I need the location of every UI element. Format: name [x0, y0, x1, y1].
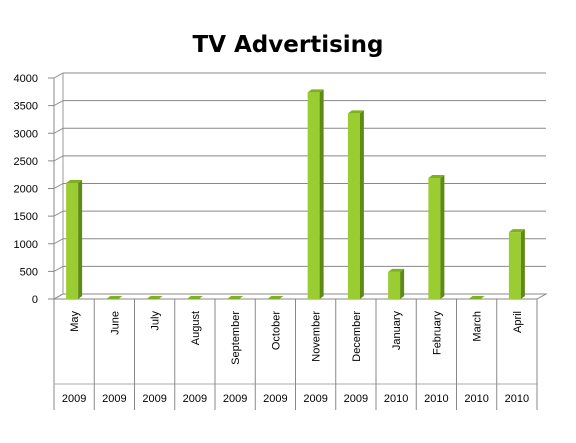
- bar-top: [267, 296, 284, 299]
- gridlines: [52, 72, 548, 300]
- year-label: 2010: [505, 393, 529, 405]
- gridline-diagonal: [53, 100, 64, 107]
- year-label: 2009: [142, 393, 166, 405]
- bar-side: [359, 110, 364, 299]
- bar-side: [78, 179, 83, 299]
- year-label: 2009: [263, 393, 287, 405]
- x-tick-label: May: [69, 311, 81, 332]
- y-tick-label: 4000: [14, 73, 38, 85]
- bar: [388, 268, 405, 299]
- year-label: 2009: [303, 393, 327, 405]
- bar-top: [347, 110, 364, 114]
- bar: [146, 296, 163, 299]
- year-label: 2010: [384, 393, 408, 405]
- year-label: 2010: [424, 393, 448, 405]
- gridline-diagonal: [53, 210, 64, 217]
- y-tick-label: 3000: [14, 128, 38, 140]
- y-tick-label: 2500: [14, 156, 38, 168]
- bar: [106, 296, 123, 299]
- gridline-diagonal: [53, 155, 64, 162]
- bar: [347, 110, 364, 299]
- x-tick-label: April: [512, 311, 524, 333]
- bar: [508, 229, 525, 299]
- bar: [66, 179, 83, 299]
- bar-top: [227, 296, 244, 299]
- bar-front: [508, 232, 521, 299]
- bar-side: [400, 268, 405, 299]
- chart-title: TV Advertising: [192, 32, 384, 58]
- bar-top: [428, 175, 445, 179]
- y-tick-label: 0: [32, 294, 38, 306]
- bar-top: [186, 296, 203, 299]
- bar-front: [347, 113, 360, 299]
- y-tick-label: 1000: [14, 239, 38, 251]
- bar-top: [66, 179, 83, 183]
- bar-top: [468, 296, 485, 299]
- gridline-diagonal: [53, 127, 64, 134]
- bar-side: [520, 229, 525, 299]
- gridline-diagonal: [53, 183, 64, 189]
- bar: [186, 296, 203, 299]
- year-label: 2009: [344, 393, 368, 405]
- y-tick-label: 500: [20, 266, 38, 278]
- bar: [307, 89, 324, 300]
- bar-front: [307, 92, 320, 300]
- gridline-diagonal: [53, 72, 64, 79]
- bar-top: [388, 268, 405, 272]
- bar-top: [106, 296, 123, 299]
- year-label: 2009: [183, 393, 207, 405]
- bar-front: [66, 182, 79, 299]
- tick-labels: 0 500 1000 1500 2000 2500 3000 3500 4000 May 2009 J…: [14, 73, 530, 405]
- bar-front: [428, 178, 441, 299]
- bar-top: [307, 89, 324, 93]
- x-tick-label: August: [190, 311, 202, 345]
- axes: [48, 77, 538, 410]
- year-label: 2009: [62, 393, 86, 405]
- bar: [428, 175, 445, 299]
- year-label: 2009: [223, 393, 247, 405]
- x-tick-label: January: [391, 311, 403, 351]
- bar-side: [440, 175, 445, 299]
- x-tick-label: October: [270, 311, 282, 350]
- bar: [267, 296, 284, 299]
- bars: [66, 89, 525, 300]
- bar-side: [319, 89, 324, 300]
- year-label: 2010: [464, 393, 488, 405]
- bar: [227, 296, 244, 299]
- x-tick-label: September: [230, 311, 242, 365]
- x-tick-label: June: [109, 311, 121, 335]
- gridline-diagonal: [53, 238, 64, 245]
- x-tick-label: July: [150, 311, 162, 331]
- x-tick-label: March: [472, 311, 484, 342]
- x-tick-label: November: [311, 311, 323, 362]
- y-tick-label: 1500: [14, 211, 38, 223]
- bar: [468, 296, 485, 299]
- year-label: 2009: [102, 393, 126, 405]
- x-tick-label: February: [431, 311, 443, 356]
- y-tick-label: 2000: [14, 184, 38, 196]
- gridline-diagonal: [53, 265, 64, 272]
- y-tick-label: 3500: [14, 101, 38, 113]
- bar-top: [146, 296, 163, 299]
- x-tick-label: December: [351, 311, 363, 362]
- bar-front: [388, 271, 401, 299]
- bar-top: [508, 229, 525, 233]
